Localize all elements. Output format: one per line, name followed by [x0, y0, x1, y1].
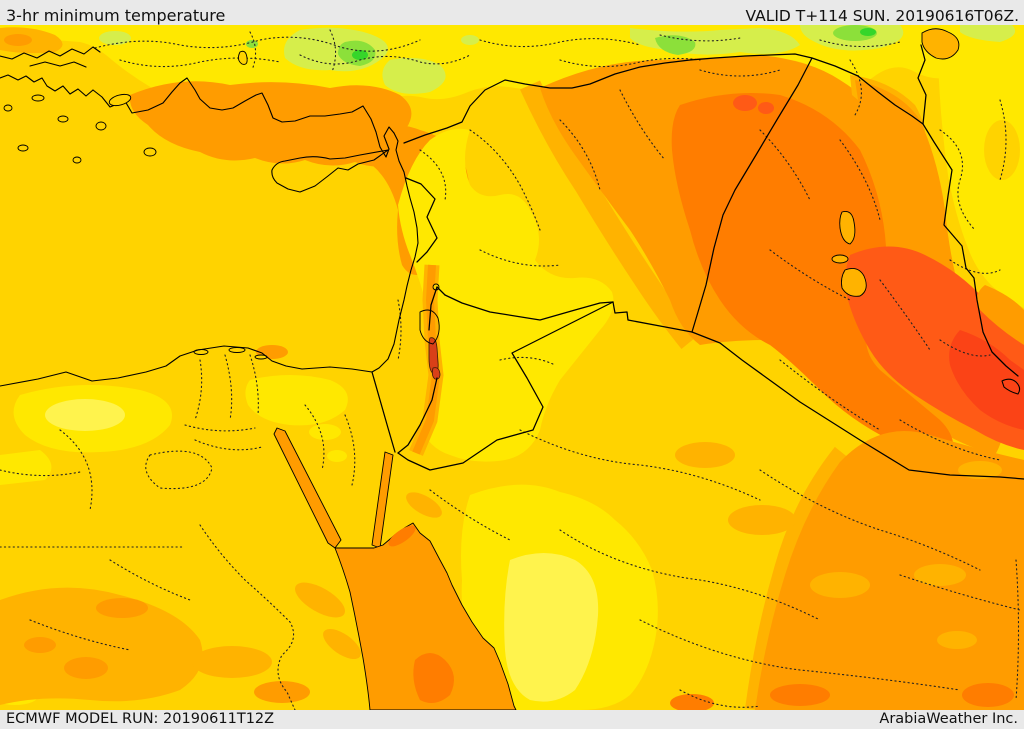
- jordan-iraq-border: [612, 301, 693, 333]
- delta-lagoon: [228, 347, 246, 353]
- red-sea: [334, 522, 517, 710]
- iran-border: [917, 44, 1019, 377]
- syria-jordan-border: [444, 294, 614, 321]
- marmara-inner: [29, 61, 87, 68]
- header-bar: 3-hr minimum temperature VALID T+114 SUN…: [0, 0, 1024, 25]
- syria-iraq-border: [691, 57, 813, 333]
- turkey-syria-border: [403, 53, 924, 144]
- brand-label: ArabiaWeather Inc.: [879, 711, 1018, 727]
- egypt-israel-border: [371, 371, 396, 453]
- levant-coast: [371, 132, 419, 373]
- footer-bar: ECMWF MODEL RUN: 20190611T12Z ArabiaWeat…: [0, 710, 1024, 729]
- temperature-fill-layer: [0, 25, 1024, 710]
- kuwait-bay: [1001, 378, 1021, 395]
- lake-razzaza: [840, 268, 867, 297]
- lake-habbaniyah: [831, 254, 849, 264]
- admin-boundaries-layer: [0, 29, 1021, 710]
- cyprus-island: [271, 149, 389, 193]
- lake-tuz: [237, 50, 248, 65]
- country-borders-layer: [371, 44, 1024, 480]
- jordan-saudi-border: [397, 301, 614, 471]
- israel-jordan-border: [397, 286, 438, 454]
- cyprus-interior: [301, 166, 329, 178]
- west-bank-border: [419, 309, 440, 345]
- lake-van: [921, 28, 960, 60]
- galilee-link: [436, 286, 446, 296]
- aegean-coast: [0, 74, 94, 97]
- turkey-south-coast: [92, 77, 395, 158]
- coastline-layer: [0, 46, 1021, 395]
- marmara-north-shore: [0, 46, 101, 60]
- dead-sea-south: [431, 367, 441, 380]
- iraq-saudi-border: [691, 331, 1024, 480]
- egypt-delta-coast: [0, 345, 373, 387]
- map-title: 3-hr minimum temperature: [6, 6, 226, 25]
- lake-tharthar: [839, 211, 856, 245]
- model-run-label: ECMWF MODEL RUN: 20190611T12Z: [6, 711, 275, 727]
- aegean-islands: [3, 93, 157, 164]
- valid-time-label: VALID T+114 SUN. 20190616T06Z.: [745, 7, 1019, 25]
- lebanon-border: [405, 177, 438, 263]
- water-bodies-layer: [193, 28, 960, 710]
